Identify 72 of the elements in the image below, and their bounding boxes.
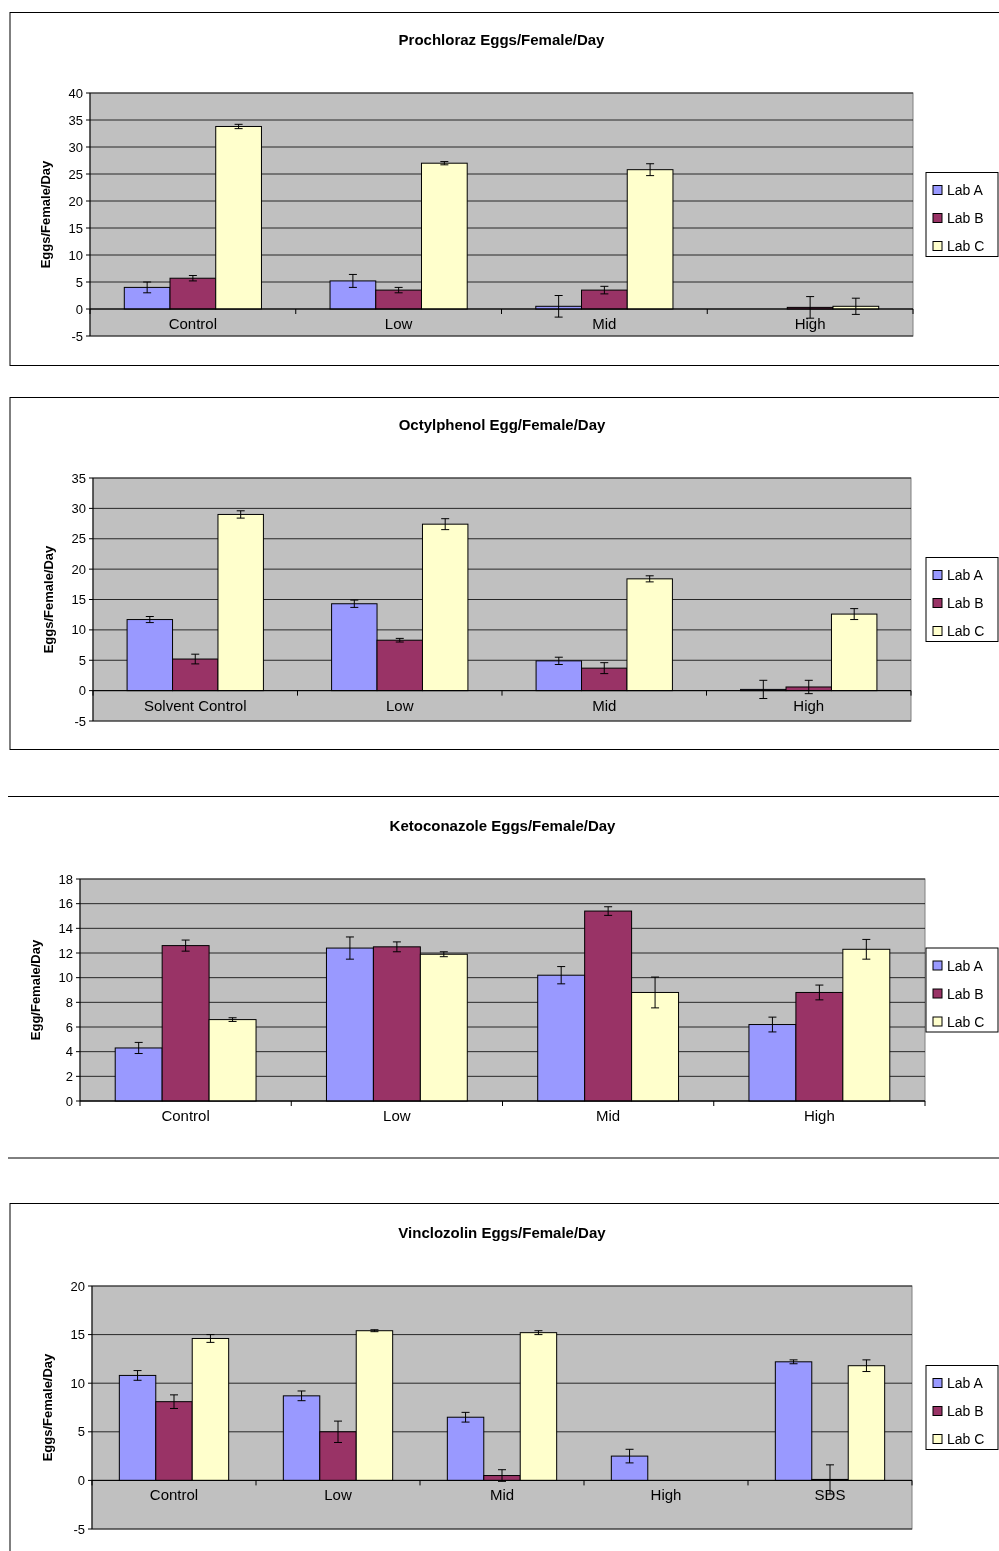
y-tick-label: -5 [71, 328, 83, 344]
chart-title: Prochloraz Eggs/Female/Day [398, 31, 606, 48]
y-tick-label: 20 [68, 193, 83, 209]
y-tick-label: 10 [58, 970, 73, 986]
y-tick-label: 18 [58, 871, 73, 887]
y-tick-label: 10 [71, 622, 86, 638]
y-tick-label: 16 [58, 896, 73, 912]
y-tick-label: 8 [65, 994, 73, 1010]
y-tick-label: 5 [78, 652, 86, 668]
x-tick-label: Control [168, 315, 218, 332]
y-tick-label: 35 [68, 112, 83, 128]
y-tick-label: 25 [68, 166, 83, 182]
legend-label: Lab B [947, 985, 984, 1002]
legend-label: Lab C [947, 623, 985, 640]
x-tick-label: SDS [814, 1486, 846, 1504]
y-tick-label: 15 [68, 220, 83, 236]
legend-label: Lab C [947, 1431, 985, 1448]
x-tick-label: Mid [592, 315, 617, 332]
y-tick-label: 2 [65, 1068, 73, 1084]
x-tick-label: High [803, 1107, 835, 1124]
x-tick-label: High [650, 1486, 682, 1504]
y-tick-label: 5 [77, 1424, 85, 1440]
y-tick-label: -5 [73, 1521, 85, 1537]
x-tick-label: Mid [596, 1107, 621, 1124]
y-tick-label: 10 [68, 247, 83, 263]
y-tick-label: -5 [74, 713, 86, 729]
y-tick-label: 4 [65, 1044, 73, 1060]
x-tick-label: Low [324, 1486, 352, 1504]
y-axis-title: Eggs/Female/Day [40, 1352, 55, 1462]
x-tick-label: Mid [592, 696, 617, 714]
y-tick-label: 6 [65, 1019, 73, 1035]
legend-label: Lab B [947, 1403, 984, 1420]
y-tick-label: 35 [71, 470, 86, 486]
y-tick-label: 30 [68, 139, 83, 155]
y-tick-label: 5 [75, 274, 83, 290]
legend-label: Lab B [947, 595, 984, 612]
y-tick-label: 10 [70, 1375, 85, 1391]
chart-title: Octylphenol Egg/Female/Day [398, 416, 607, 433]
x-tick-label: Control [149, 1486, 199, 1504]
x-tick-label: Control [161, 1107, 210, 1124]
legend-label: Lab B [947, 210, 984, 227]
x-tick-label: Low [383, 1107, 411, 1124]
legend-label: Lab A [947, 182, 984, 199]
y-tick-label: 0 [77, 1472, 85, 1488]
y-tick-label: 0 [78, 683, 86, 699]
y-tick-label: 14 [58, 920, 73, 936]
legend-label: Lab A [947, 957, 984, 974]
chart-title: Ketoconazole Eggs/Female/Day [389, 817, 617, 834]
x-tick-label: High [794, 315, 826, 332]
y-tick-label: 30 [71, 500, 86, 516]
y-tick-label: 25 [71, 531, 86, 547]
y-tick-label: 0 [65, 1093, 73, 1109]
legend-label: Lab A [947, 1375, 984, 1392]
x-tick-label: Solvent Control [143, 696, 247, 714]
legend-label: Lab C [947, 238, 985, 255]
y-tick-label: 15 [70, 1327, 85, 1343]
y-tick-label: 20 [70, 1278, 85, 1294]
y-axis-title: Egg/Female/Day [28, 939, 43, 1041]
x-tick-label: High [793, 696, 825, 714]
chart-title: Vinclozolin Eggs/Female/Day [398, 1224, 607, 1241]
x-tick-label: Low [385, 696, 414, 714]
y-tick-label: 0 [75, 301, 83, 317]
y-tick-label: 20 [71, 561, 86, 577]
legend-label: Lab A [947, 567, 984, 584]
y-tick-label: 15 [71, 592, 86, 608]
y-tick-label: 40 [68, 85, 83, 101]
y-tick-label: 12 [58, 945, 73, 961]
y-axis-title: Eggs/Female/Day [41, 544, 56, 654]
legend-label: Lab C [947, 1013, 985, 1030]
x-tick-label: Low [384, 315, 413, 332]
y-axis-title: Eggs/Female/Day [38, 159, 53, 269]
x-tick-label: Mid [489, 1486, 515, 1504]
